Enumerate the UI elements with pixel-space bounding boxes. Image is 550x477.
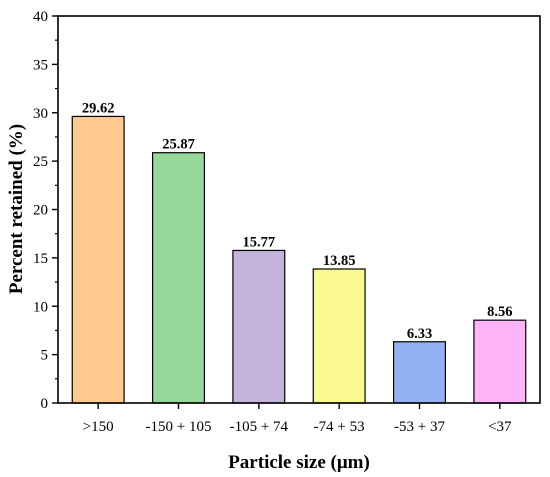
y-tick-label: 20 <box>33 203 48 219</box>
bar <box>151 152 206 404</box>
y-axis-title: Percent retained (%) <box>6 124 27 294</box>
bar-data-label: 8.56 <box>487 304 512 320</box>
bar-data-label: 25.87 <box>162 137 195 153</box>
bar <box>392 341 447 404</box>
y-tick-label: 10 <box>33 299 48 315</box>
bar-data-label: 6.33 <box>407 326 432 342</box>
bar <box>71 115 125 404</box>
bar-data-label: 29.62 <box>82 100 115 116</box>
bar <box>473 319 527 404</box>
y-tick-label: 5 <box>41 348 49 364</box>
y-tick-label: 40 <box>33 9 48 25</box>
x-tick-label: -150 + 105 <box>146 419 212 435</box>
x-tick-label: -74 + 53 <box>314 419 365 435</box>
bars-group: 29.62 25.87 15.77 13.85 6.33 8.56 <box>71 100 527 404</box>
plot-frame <box>57 15 541 404</box>
x-axis-title: Particle size (μm) <box>228 452 370 473</box>
y-tick-label: 30 <box>33 106 48 122</box>
x-tick-label: -53 + 37 <box>394 419 445 435</box>
x-axis-ticks: >150 -150 + 105 -105 + 74 -74 + 53 -53 + 37 <… <box>83 403 512 435</box>
bar <box>232 249 286 404</box>
x-tick-label: >150 <box>83 419 114 435</box>
y-tick-label: 35 <box>33 57 48 73</box>
bar-data-label: 15.77 <box>243 234 276 250</box>
y-tick-label: 0 <box>41 396 49 412</box>
bar-data-label: 13.85 <box>323 253 356 269</box>
x-tick-label: <37 <box>488 419 512 435</box>
y-tick-label: 15 <box>33 251 48 267</box>
y-axis-ticks: 0 5 10 15 20 25 30 35 40 <box>33 9 58 412</box>
y-tick-label: 25 <box>33 154 48 170</box>
bar <box>312 268 366 404</box>
x-tick-label: -105 + 74 <box>230 419 289 435</box>
